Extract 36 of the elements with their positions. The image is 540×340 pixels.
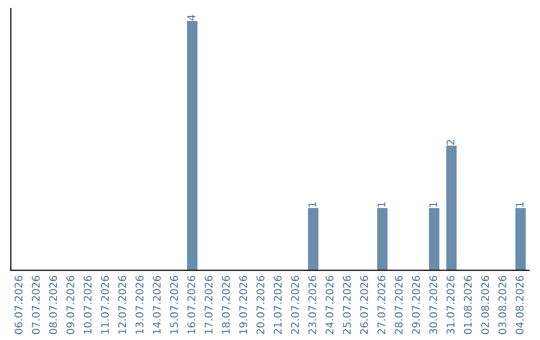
x-tick-label: 20.07.2026 — [256, 276, 264, 334]
x-tick-label: 27.07.2026 — [377, 276, 386, 334]
x-tick-label: 17.07.2026 — [204, 276, 213, 334]
x-tick-label: 16.07.2026 — [187, 276, 196, 334]
x-tick-label: 07.07.2026 — [32, 276, 40, 334]
x-tick-label: 24.07.2026 — [326, 276, 334, 334]
x-tick-label: 23.07.2026 — [308, 276, 316, 334]
x-tick-label: 02.08.2026 — [481, 276, 490, 334]
x-tick-label: 18.07.2026 — [222, 276, 230, 334]
data-label: 1 — [516, 202, 524, 207]
data-label: 1 — [308, 202, 316, 207]
x-tick-label: 14.07.2026 — [152, 276, 161, 334]
x-tick-label: 19.07.2026 — [239, 276, 248, 334]
data-label: 2 — [446, 140, 454, 145]
x-tick-label: 31.07.2026 — [446, 276, 454, 334]
data-label: 4 — [188, 14, 196, 20]
x-tick-label: 04.08.2026 — [516, 276, 524, 334]
x-tick-label: 15.07.2026 — [170, 276, 178, 334]
x-tick-label: 26.07.2026 — [360, 276, 368, 334]
x-tick-label: 12.07.2026 — [118, 276, 126, 334]
x-tick-label: 29.07.2026 — [412, 276, 420, 334]
x-tick-label: 09.07.2026 — [66, 276, 74, 334]
x-tick-label: 22.07.2026 — [291, 276, 299, 334]
x-tick-label: 10.07.2026 — [84, 276, 92, 334]
x-tick-label: 06.07.2026 — [14, 276, 22, 334]
x-tick-label: 11.07.2026 — [100, 276, 109, 334]
x-tick-label: 30.07.2026 — [429, 276, 438, 334]
x-tick-label: 01.08.2026 — [464, 276, 472, 334]
data-label: 1 — [378, 202, 386, 207]
x-tick-label: 28.07.2026 — [394, 276, 403, 334]
x-tick-label: 25.07.2026 — [342, 276, 351, 334]
x-tick-label: 03.08.2026 — [498, 276, 506, 334]
x-tick-label: 13.07.2026 — [136, 276, 144, 334]
data-label: 1 — [429, 202, 438, 207]
x-tick-label: 21.07.2026 — [274, 276, 282, 334]
x-tick-label: 08.07.2026 — [49, 276, 58, 334]
